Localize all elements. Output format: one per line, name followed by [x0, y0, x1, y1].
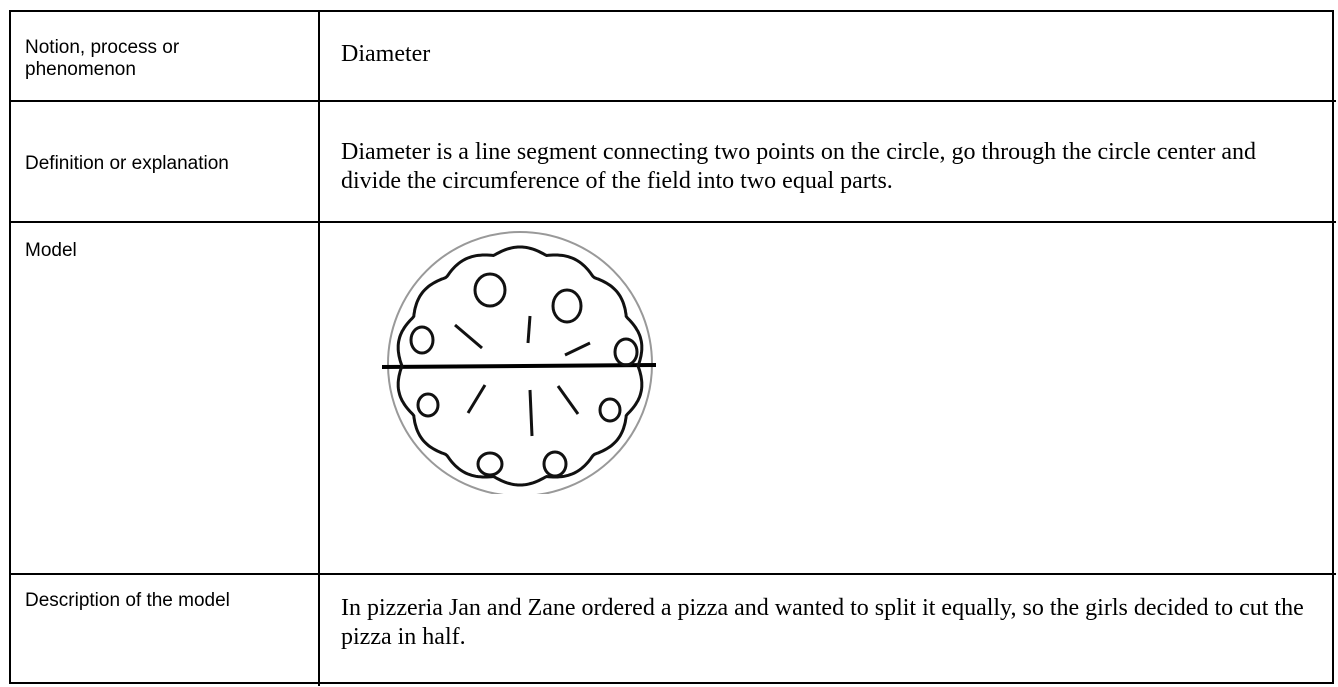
row-divider: [9, 100, 1336, 102]
row-label: Definition or explanation: [25, 153, 229, 174]
outer-circle: [387, 231, 653, 494]
row-divider: [9, 573, 1336, 575]
row-content: In pizzeria Jan and Zane ordered a pizza…: [341, 595, 1304, 650]
row-content: Diameter: [341, 41, 431, 67]
row-divider: [9, 221, 1336, 223]
diameter-line: [381, 363, 657, 369]
row-label: Notion, process or phenomenon: [25, 37, 180, 80]
table-border: [9, 10, 1334, 684]
row-label: Model: [25, 240, 77, 261]
pizza-drawing: [381, 231, 657, 494]
pizza-crust: [396, 245, 644, 487]
toppings: [409, 272, 639, 478]
row-label: Description of the model: [25, 590, 230, 611]
column-divider: [318, 10, 320, 686]
row-content: Diameter is a line segment connecting tw…: [341, 139, 1257, 194]
